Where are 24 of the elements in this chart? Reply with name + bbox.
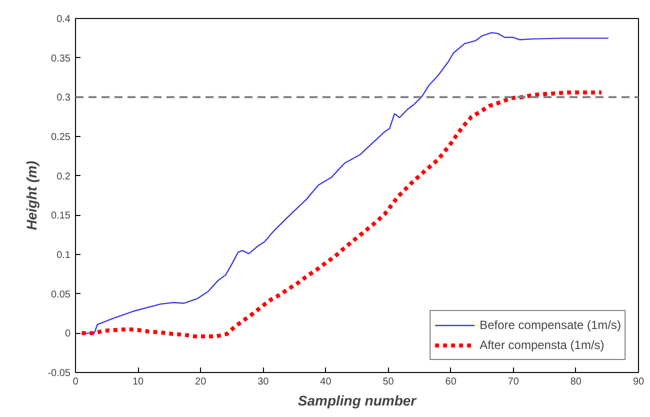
x-tick-label: 0 [72,376,79,388]
x-tick-label: 60 [445,376,457,388]
x-tick-label: 50 [382,376,394,388]
y-tick-label: 0 [64,328,71,340]
y-tick-label: 0.25 [51,132,71,143]
x-tick-label: 80 [570,376,582,388]
x-tick-label: 30 [258,376,270,388]
y-tick-label: 0.4 [56,14,71,25]
y-tick-label: -0.05 [48,368,71,379]
x-tick-label: 40 [320,376,332,388]
y-tick-label: 0.35 [51,53,71,64]
x-tick-label: 10 [132,376,144,388]
x-tick-label: 90 [632,376,644,388]
y-tick-label: 0.1 [56,250,71,261]
x-tick-label: 20 [195,376,207,388]
legend-label: After compensta (1m/s) [480,338,604,352]
y-tick-label: 0.05 [51,289,71,300]
x-axis-title: Sampling number [298,392,418,408]
x-tick-label: 70 [508,376,520,388]
y-tick-label: 0.15 [51,210,71,222]
y-tick-label: 0.3 [56,92,71,104]
y-axis-title: Height (m) [24,160,40,230]
y-tick-label: 0.2 [56,171,71,182]
legend-label: Before compensate (1m/s) [480,318,621,332]
